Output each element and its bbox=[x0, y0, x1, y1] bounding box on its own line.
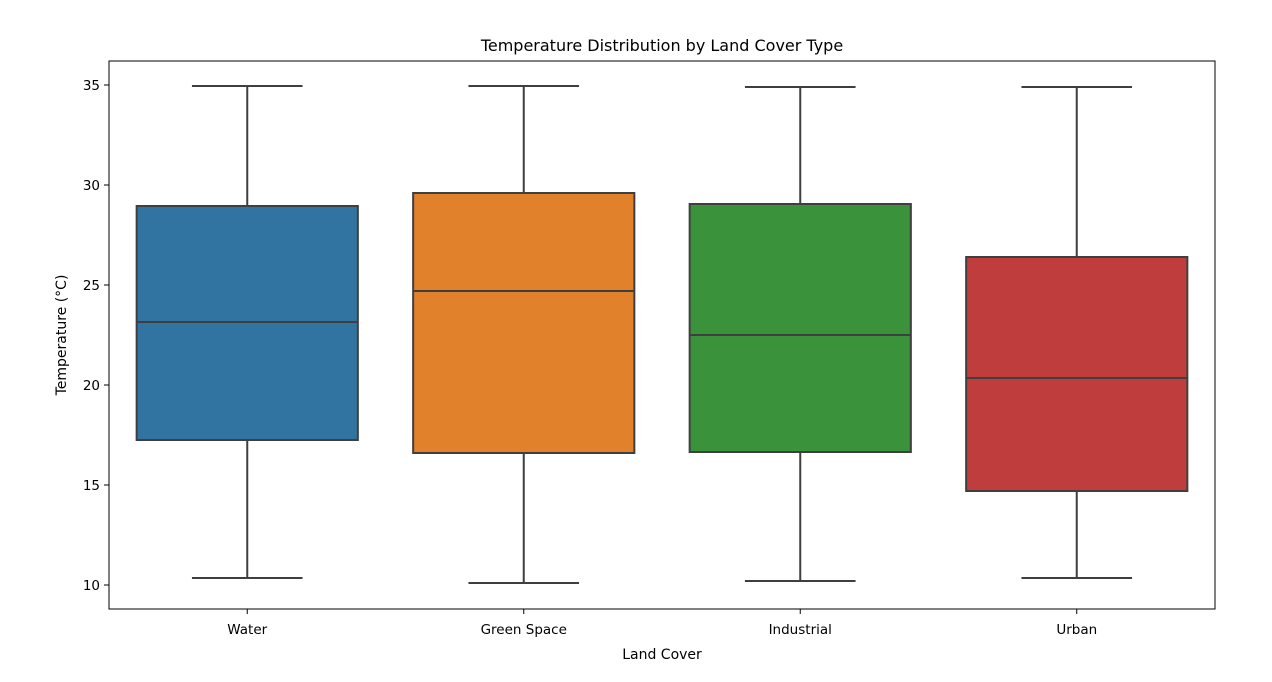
x-tick-label: Industrial bbox=[769, 622, 832, 638]
y-axis-label: Temperature (°C) bbox=[54, 275, 70, 397]
box-group bbox=[412, 85, 636, 584]
x-tick-label: Urban bbox=[1056, 622, 1097, 638]
x-tick-label: Water bbox=[227, 622, 267, 638]
iqr-box bbox=[965, 256, 1189, 492]
y-tick-label: 20 bbox=[83, 378, 100, 394]
chart-title: Temperature Distribution by Land Cover T… bbox=[480, 36, 843, 55]
x-axis-label: Land Cover bbox=[622, 647, 702, 663]
x-axis: Water Green Space Industrial Urban bbox=[227, 609, 1097, 638]
iqr-box bbox=[688, 203, 912, 453]
y-tick-label: 10 bbox=[83, 578, 100, 594]
y-tick-label: 30 bbox=[83, 178, 100, 194]
box-group bbox=[135, 85, 359, 579]
y-tick-label: 15 bbox=[83, 478, 100, 494]
iqr-box bbox=[412, 192, 636, 454]
y-tick-label: 25 bbox=[83, 278, 100, 294]
plot-frame bbox=[108, 60, 1216, 610]
y-tick-label: 35 bbox=[83, 78, 100, 94]
box-group bbox=[965, 86, 1189, 579]
box-group bbox=[688, 86, 912, 582]
plot-area bbox=[135, 85, 1189, 584]
x-tick-label: Green Space bbox=[481, 622, 567, 638]
y-axis: 10 15 20 25 30 35 bbox=[83, 78, 109, 594]
